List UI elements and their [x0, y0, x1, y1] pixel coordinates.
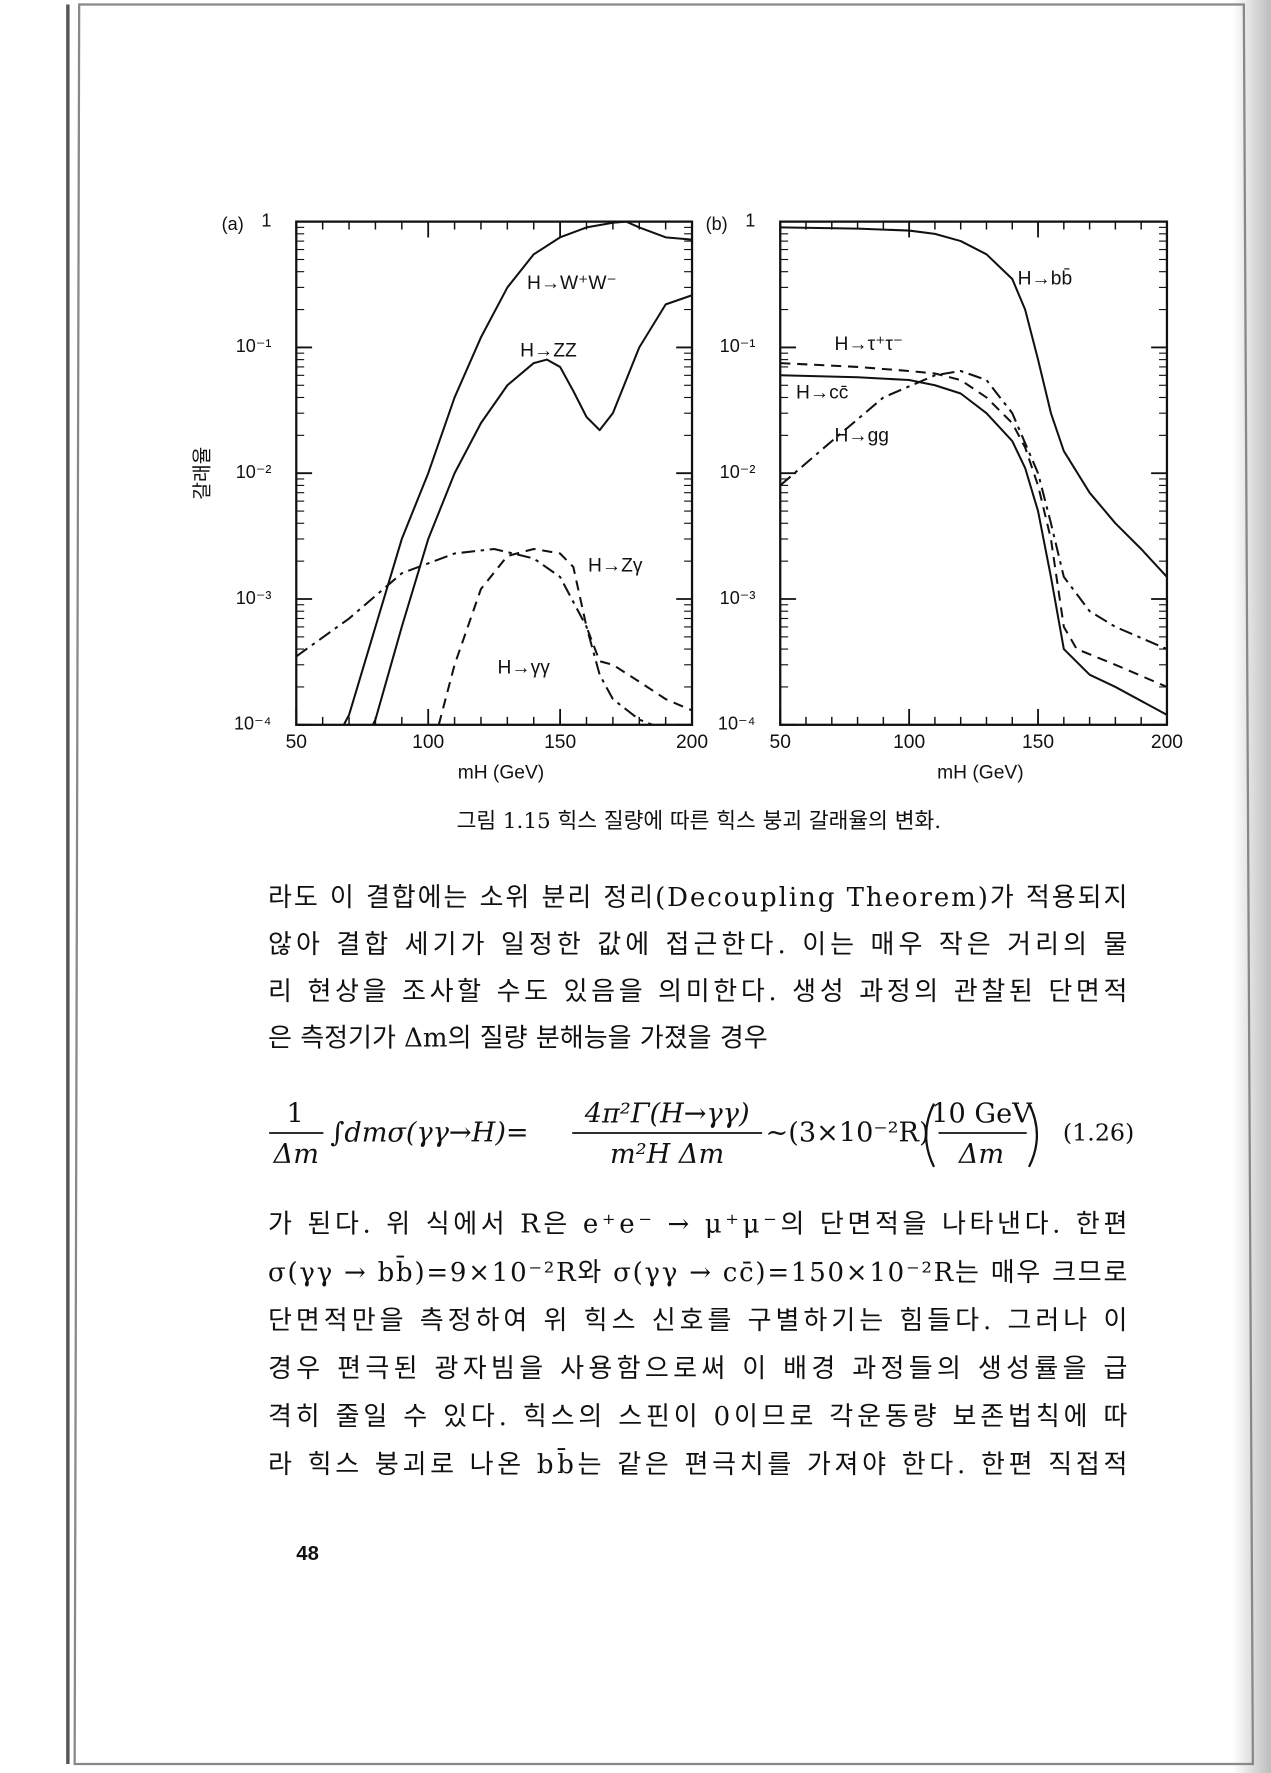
- text-line: σ(γγ → bb̄)=9×10⁻²R와 σ(γγ → cc̄)=150×10⁻…: [268, 1255, 1127, 1288]
- y-tick-label: 10⁻⁴: [718, 714, 755, 734]
- x-axis-label: mH (GeV): [458, 763, 544, 784]
- equation-part: 1: [287, 1098, 304, 1129]
- equation-part: 4π²Γ(H→γγ): [584, 1098, 750, 1129]
- series-label: H→gg: [835, 426, 889, 447]
- x-tick-label: 200: [1151, 732, 1183, 753]
- series-line: [780, 226, 1167, 578]
- panel-label: (b): [706, 214, 728, 234]
- y-tick-label: 10⁻³: [236, 588, 272, 608]
- series-line: [780, 374, 1167, 716]
- text-line: 라도 이 결합에는 소위 분리 정리(Decoupling Theorem)가 …: [268, 883, 1127, 913]
- text-line: 가 된다. 위 식에서 R은 e⁺e⁻ → μ⁺μ⁻의 단면적을 나타낸다. 한…: [268, 1210, 1127, 1240]
- y-tick-label: 1: [745, 210, 755, 230]
- series-label: H→Zγ: [588, 556, 643, 577]
- series-line: [780, 362, 1167, 688]
- y-tick-label: 10⁻²: [720, 462, 756, 482]
- x-axis-label: mH (GeV): [937, 763, 1023, 784]
- equation-part: ~(3×10⁻²R): [766, 1118, 930, 1149]
- y-axis-label: 갈래율: [192, 447, 214, 500]
- x-tick-label: 100: [412, 732, 444, 753]
- equation-part: ∫dmσ(γγ→H)=: [330, 1118, 528, 1149]
- panel-label: (a): [222, 214, 244, 234]
- y-tick-label: 10⁻¹: [236, 336, 272, 356]
- y-tick-label: 10⁻²: [236, 462, 272, 482]
- text-line: 단면적만을 측정하여 위 힉스 신호를 구별하기는 힘들다. 그러나 이: [268, 1306, 1127, 1336]
- series-label: H→ZZ: [520, 341, 577, 362]
- x-tick-label: 50: [286, 732, 307, 753]
- equation-part: Δm: [958, 1139, 1004, 1170]
- text-line: 리 현상을 조사할 수도 있음을 의미한다. 생성 과정의 관찰된 단면적: [268, 977, 1127, 1007]
- series-line: [371, 294, 693, 725]
- y-tick-label: 10⁻³: [720, 588, 756, 608]
- x-tick-label: 50: [770, 732, 791, 753]
- y-tick-label: 10⁻¹: [720, 336, 756, 356]
- equation-part: m²H Δm: [610, 1139, 724, 1170]
- equation: 1 Δm ∫dmσ(γγ→H)= 4π²Γ(H→γγ) m²H Δm ~(3×1…: [269, 1098, 1134, 1170]
- figure-caption: 그림 1.15 힉스 질량에 따른 힉스 붕괴 갈래율의 변화.: [457, 809, 942, 834]
- y-tick-label: 1: [261, 210, 271, 230]
- x-tick-label: 200: [676, 732, 708, 753]
- y-tick-label: 10⁻⁴: [234, 714, 271, 734]
- equation-part: 10 GeV: [931, 1098, 1032, 1129]
- series-label: H→W⁺W⁻: [527, 273, 617, 294]
- x-tick-label: 150: [544, 732, 576, 753]
- series-label: H→cc̄: [796, 383, 849, 404]
- page-border: [73, 3, 1255, 1766]
- text-line: 라 힉스 붕괴로 나온 bb̄는 같은 편극치를 가져야 한다. 한편 직접적: [268, 1447, 1127, 1480]
- series-label: H→bb̄: [1018, 268, 1072, 289]
- series-line: [437, 547, 693, 725]
- equation-number: (1.26): [1063, 1119, 1134, 1147]
- series-label: H→τ⁺τ⁻: [835, 334, 904, 355]
- paren: [1027, 1103, 1038, 1168]
- x-tick-label: 150: [1022, 732, 1054, 753]
- series-line: [780, 369, 1167, 650]
- series-label: H→γγ: [498, 657, 551, 678]
- equation-part: Δm: [273, 1139, 319, 1170]
- paragraph: 라도 이 결합에는 소위 분리 정리(Decoupling Theorem)가 …: [268, 883, 1127, 1054]
- series-line: [296, 547, 653, 725]
- text-line: 은 측정기가 Δm의 질량 분해능을 가졌을 경우: [268, 1024, 768, 1054]
- text-line: 않아 결합 세기가 일정한 값에 접근한다. 이는 매우 작은 거리의 물: [268, 930, 1127, 960]
- page-number: 48: [296, 1543, 319, 1565]
- paren: [925, 1103, 936, 1168]
- x-tick-label: 100: [893, 732, 925, 753]
- series-line: [342, 221, 693, 725]
